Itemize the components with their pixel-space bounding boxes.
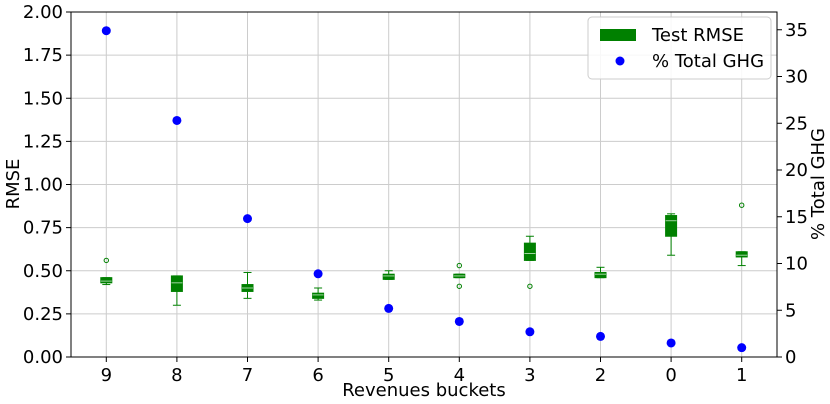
y-tick-label: 0.50 [23,261,63,282]
y-tick-label: 0.75 [23,218,63,239]
scatter-point [243,214,252,224]
grid-lines [71,11,777,358]
y2-tick-label: 15 [785,207,808,228]
scatter-point [384,303,394,313]
x-axis: 9 8 7 6 5 4 3 2 0 1 [101,357,747,386]
scatter-point [666,338,676,348]
y2-axis-title: % Total GHG [808,128,829,240]
box-plot [453,262,466,289]
x-tick-label: 5 [383,365,394,386]
y-axis-left: 0.00 0.25 0.50 0.75 1.00 1.25 1.50 1.75 2.00 [23,2,71,368]
legend-label-total-ghg: % Total GHG [652,51,764,72]
x-tick-label: 4 [454,365,465,386]
scatter-point [454,316,464,326]
y-tick-label: 0.25 [23,304,63,325]
x-tick-label: 1 [736,365,747,386]
box-plot [382,270,395,280]
box-body [170,275,183,292]
box-outlier [103,257,110,264]
scatter-point [525,327,535,337]
box-plot [241,271,254,299]
legend-scatter-marker [615,56,625,66]
y2-tick-label: 30 [785,67,808,88]
scatter-point [737,343,747,353]
box-plot [312,287,325,301]
box-outlier [456,262,462,269]
box-outlier [527,283,533,289]
legend-label-test-rmse: Test RMSE [651,25,744,46]
y-axis-right: 0 5 10 15 20 25 30 35 [777,20,808,368]
y-axis-title: RMSE [3,159,24,210]
x-axis-title: Revenues buckets [342,380,506,401]
y2-tick-label: 20 [785,160,808,181]
x-tick-label: 2 [595,365,606,386]
x-tick-label: 7 [242,365,253,386]
y-tick-label: 1.50 [23,88,63,109]
scatter-point [596,331,605,341]
y2-tick-label: 25 [785,113,808,134]
box-plot [170,275,183,306]
x-tick-label: 3 [524,365,535,386]
box-plot [665,213,678,256]
y2-tick-label: 0 [785,347,796,368]
y2-tick-label: 5 [785,300,796,321]
x-tick-label: 9 [101,365,112,386]
box-plot [594,266,607,279]
box-body [523,242,536,261]
box-body [100,277,113,284]
box-body [594,271,607,279]
box-plot [523,235,536,289]
box-plot [735,202,748,267]
box-plot [100,257,113,286]
box-body [735,251,748,258]
box-body [665,215,678,237]
x-tick-label: 0 [665,365,676,386]
y-tick-label: 1.25 [23,131,63,152]
y2-tick-label: 10 [785,254,808,275]
y-tick-label: 0.00 [23,347,63,368]
y-tick-label: 1.75 [23,45,63,66]
scatter-point [101,26,111,36]
box-outlier [739,202,745,208]
x-tick-label: 8 [171,365,182,386]
x-tick-label: 6 [312,365,323,386]
scatter-series [101,26,747,353]
box-outlier [456,283,462,289]
legend-box-swatch [600,29,636,41]
scatter-point [313,269,323,279]
y2-tick-label: 35 [785,20,808,41]
scatter-point [172,115,182,125]
y-tick-label: 1.00 [23,175,63,196]
box-body [312,292,325,299]
legend: Test RMSE % Total GHG [587,16,772,80]
box-series [100,202,748,306]
box-body [382,273,395,280]
y-tick-label: 2.00 [23,2,63,23]
